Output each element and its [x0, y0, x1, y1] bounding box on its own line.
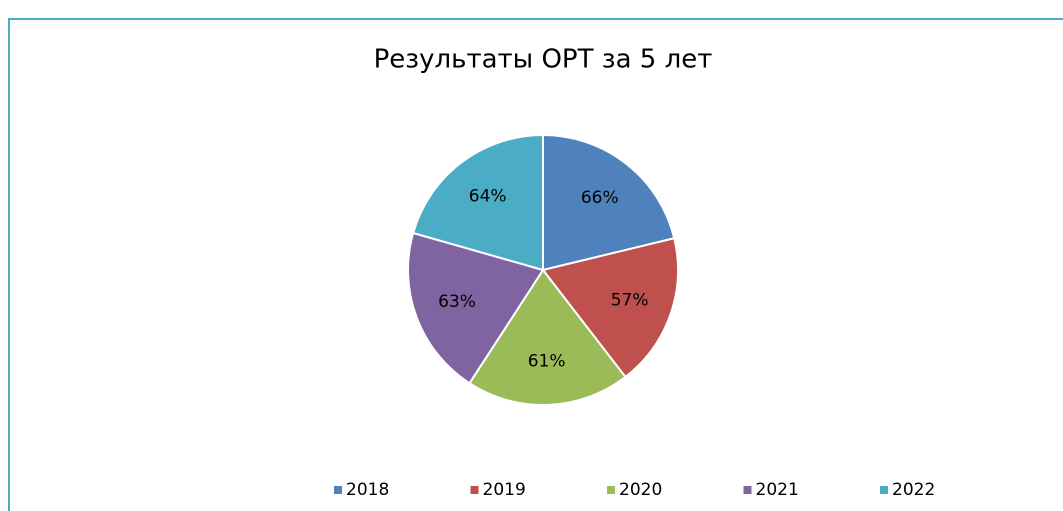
pie-slice — [542, 133, 676, 272]
pie-slice — [407, 231, 545, 385]
pie-slice — [541, 237, 679, 379]
legend-swatch — [743, 486, 752, 494]
pie-slice — [411, 133, 544, 272]
data-label: 66% — [581, 188, 619, 208]
legend-swatch — [880, 486, 888, 494]
legend-swatch — [470, 486, 479, 494]
pie-slice — [468, 268, 627, 406]
chart-title: Результаты ОРТ за 5 лет — [374, 45, 713, 75]
legend-label: 2020 — [619, 480, 662, 500]
legend-label: 2022 — [892, 480, 935, 500]
legend-label: 2018 — [346, 480, 389, 500]
data-label: 63% — [438, 292, 476, 312]
data-label: 64% — [469, 187, 507, 207]
data-label: 57% — [611, 290, 649, 310]
legend-swatch — [607, 486, 615, 494]
legend-label: 2019 — [483, 480, 526, 500]
legend-swatch — [334, 486, 342, 494]
data-label: 61% — [528, 352, 566, 372]
legend-label: 2021 — [756, 480, 799, 500]
